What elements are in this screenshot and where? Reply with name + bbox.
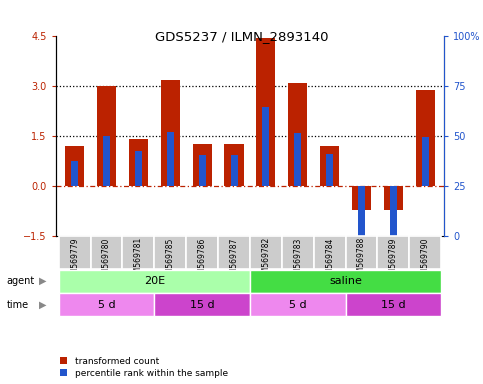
Text: 20E: 20E: [144, 276, 165, 286]
FancyBboxPatch shape: [218, 236, 250, 269]
Text: saline: saline: [329, 276, 362, 286]
Text: time: time: [6, 300, 28, 310]
Text: GSM569785: GSM569785: [166, 237, 175, 283]
Text: GSM569784: GSM569784: [325, 237, 334, 283]
Text: GSM569783: GSM569783: [293, 237, 302, 283]
Text: ▶: ▶: [39, 276, 46, 286]
Bar: [230, 155, 238, 186]
Text: GSM569789: GSM569789: [389, 237, 398, 283]
Text: GSM569787: GSM569787: [229, 237, 239, 283]
Text: GSM569786: GSM569786: [198, 237, 207, 283]
FancyBboxPatch shape: [59, 236, 91, 269]
Text: 5 d: 5 d: [289, 300, 307, 310]
Text: GDS5237 / ILMN_2893140: GDS5237 / ILMN_2893140: [155, 30, 328, 43]
Bar: [225, 144, 243, 186]
Text: 15 d: 15 d: [190, 300, 214, 310]
Bar: [352, 186, 371, 210]
FancyBboxPatch shape: [409, 236, 441, 269]
FancyBboxPatch shape: [123, 236, 155, 269]
FancyBboxPatch shape: [377, 236, 409, 269]
Text: GSM569780: GSM569780: [102, 237, 111, 283]
Text: agent: agent: [6, 276, 34, 286]
Text: GSM569779: GSM569779: [70, 237, 79, 284]
Legend: transformed count, percentile rank within the sample: transformed count, percentile rank withi…: [60, 357, 227, 377]
Bar: [262, 107, 270, 186]
Bar: [294, 133, 301, 186]
Text: ▶: ▶: [39, 300, 46, 310]
Bar: [320, 146, 339, 186]
Bar: [161, 80, 180, 186]
Bar: [103, 136, 110, 186]
FancyBboxPatch shape: [155, 293, 250, 316]
Text: GSM569790: GSM569790: [421, 237, 430, 284]
Bar: [129, 139, 148, 186]
Text: 5 d: 5 d: [98, 300, 115, 310]
FancyBboxPatch shape: [282, 236, 313, 269]
Bar: [97, 86, 116, 186]
Bar: [326, 154, 333, 186]
FancyBboxPatch shape: [91, 236, 123, 269]
Bar: [199, 155, 206, 186]
Text: GSM569788: GSM569788: [357, 237, 366, 283]
Bar: [65, 146, 84, 186]
FancyBboxPatch shape: [313, 236, 345, 269]
Bar: [193, 144, 212, 186]
Bar: [416, 90, 435, 186]
Bar: [71, 161, 78, 186]
Text: GSM569781: GSM569781: [134, 237, 143, 283]
FancyBboxPatch shape: [250, 270, 441, 293]
FancyBboxPatch shape: [155, 236, 186, 269]
Bar: [358, 186, 365, 237]
Bar: [135, 151, 142, 186]
Bar: [288, 83, 307, 186]
Bar: [256, 38, 275, 186]
FancyBboxPatch shape: [250, 293, 345, 316]
Text: GSM569782: GSM569782: [261, 237, 270, 283]
FancyBboxPatch shape: [345, 236, 377, 269]
Text: 15 d: 15 d: [381, 300, 406, 310]
FancyBboxPatch shape: [59, 270, 250, 293]
Bar: [167, 132, 174, 186]
Bar: [384, 186, 403, 210]
Bar: [422, 137, 429, 186]
FancyBboxPatch shape: [186, 236, 218, 269]
FancyBboxPatch shape: [250, 236, 282, 269]
FancyBboxPatch shape: [345, 293, 441, 316]
FancyBboxPatch shape: [59, 293, 155, 316]
Bar: [390, 186, 397, 237]
